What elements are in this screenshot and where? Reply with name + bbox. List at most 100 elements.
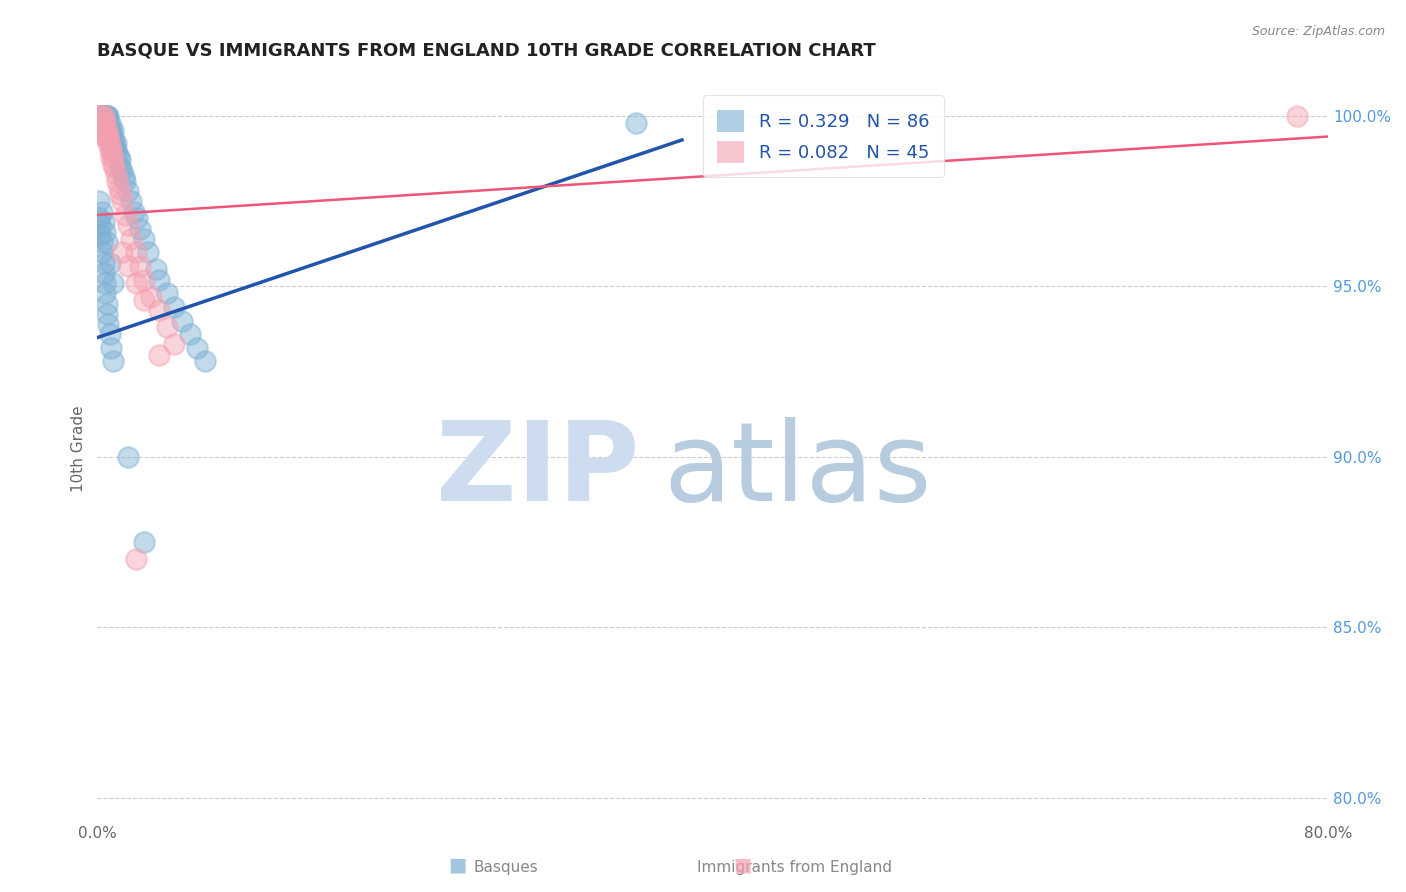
- Point: [110, 160, 132, 174]
- Point: [114, 174, 136, 188]
- Point: [117, 218, 139, 232]
- Point: [98, 122, 121, 136]
- Point: [101, 122, 124, 136]
- Point: [96, 122, 118, 136]
- Point: [145, 262, 167, 277]
- Point: [132, 232, 155, 246]
- Point: [97, 129, 120, 144]
- Point: [120, 232, 142, 246]
- Point: [96, 296, 118, 310]
- Point: [91, 116, 114, 130]
- Point: [141, 290, 163, 304]
- Point: [101, 157, 124, 171]
- Point: [96, 129, 118, 144]
- Point: [97, 136, 120, 151]
- Point: [148, 348, 170, 362]
- Point: [87, 194, 110, 209]
- Point: [94, 122, 117, 136]
- Text: ■: ■: [447, 855, 467, 874]
- Point: [104, 143, 127, 157]
- Point: [100, 150, 122, 164]
- Point: [93, 215, 115, 229]
- Point: [98, 327, 121, 342]
- Text: Source: ZipAtlas.com: Source: ZipAtlas.com: [1251, 25, 1385, 38]
- Point: [110, 187, 132, 202]
- Point: [111, 245, 134, 260]
- Point: [94, 286, 117, 301]
- Point: [624, 116, 647, 130]
- Point: [94, 109, 117, 123]
- Point: [96, 116, 118, 130]
- Point: [101, 150, 124, 164]
- Point: [89, 109, 111, 123]
- Point: [105, 146, 128, 161]
- Legend: R = 0.329   N = 86, R = 0.082   N = 45: R = 0.329 N = 86, R = 0.082 N = 45: [703, 95, 943, 178]
- Point: [104, 136, 127, 151]
- Point: [101, 136, 124, 151]
- Point: [96, 307, 118, 321]
- Point: [89, 218, 111, 232]
- Point: [91, 109, 114, 123]
- Point: [96, 109, 118, 123]
- Point: [103, 160, 125, 174]
- Point: [194, 354, 217, 368]
- Point: [93, 109, 115, 123]
- Text: Basques: Basques: [474, 861, 538, 875]
- Point: [91, 109, 114, 123]
- Point: [100, 129, 122, 144]
- Text: ZIP: ZIP: [436, 417, 638, 524]
- Point: [94, 116, 117, 130]
- Point: [87, 109, 110, 123]
- Point: [93, 116, 115, 130]
- Point: [132, 293, 155, 307]
- Point: [155, 320, 177, 334]
- Point: [91, 116, 114, 130]
- Point: [98, 143, 121, 157]
- Point: [97, 317, 120, 331]
- Point: [91, 109, 114, 123]
- Point: [103, 143, 125, 157]
- Point: [125, 552, 148, 566]
- Point: [93, 109, 115, 123]
- Point: [89, 116, 111, 130]
- Point: [91, 122, 114, 136]
- Point: [1286, 109, 1309, 123]
- Point: [148, 303, 170, 318]
- Point: [94, 129, 117, 144]
- Point: [117, 259, 139, 273]
- Point: [94, 109, 117, 123]
- Point: [129, 221, 152, 235]
- Point: [97, 122, 120, 136]
- Point: [98, 255, 121, 269]
- Point: [94, 276, 117, 290]
- Point: [186, 341, 208, 355]
- Point: [89, 109, 111, 123]
- Point: [105, 174, 128, 188]
- Point: [104, 167, 127, 181]
- Point: [120, 194, 142, 209]
- Point: [111, 194, 134, 209]
- Point: [108, 150, 131, 164]
- Point: [100, 136, 122, 151]
- Point: [148, 273, 170, 287]
- Point: [94, 116, 117, 130]
- Point: [94, 225, 117, 239]
- Point: [97, 109, 120, 123]
- Point: [100, 122, 122, 136]
- Point: [124, 204, 146, 219]
- Point: [108, 180, 131, 194]
- Point: [96, 109, 118, 123]
- Text: atlas: atlas: [664, 417, 932, 524]
- Point: [163, 337, 186, 351]
- Point: [132, 273, 155, 287]
- Point: [100, 341, 122, 355]
- Text: BASQUE VS IMMIGRANTS FROM ENGLAND 10TH GRADE CORRELATION CHART: BASQUE VS IMMIGRANTS FROM ENGLAND 10TH G…: [97, 42, 876, 60]
- Point: [101, 354, 124, 368]
- Point: [100, 143, 122, 157]
- Point: [129, 259, 152, 273]
- Point: [91, 109, 114, 123]
- Point: [136, 245, 159, 260]
- Point: [91, 245, 114, 260]
- Point: [97, 116, 120, 130]
- Point: [93, 116, 115, 130]
